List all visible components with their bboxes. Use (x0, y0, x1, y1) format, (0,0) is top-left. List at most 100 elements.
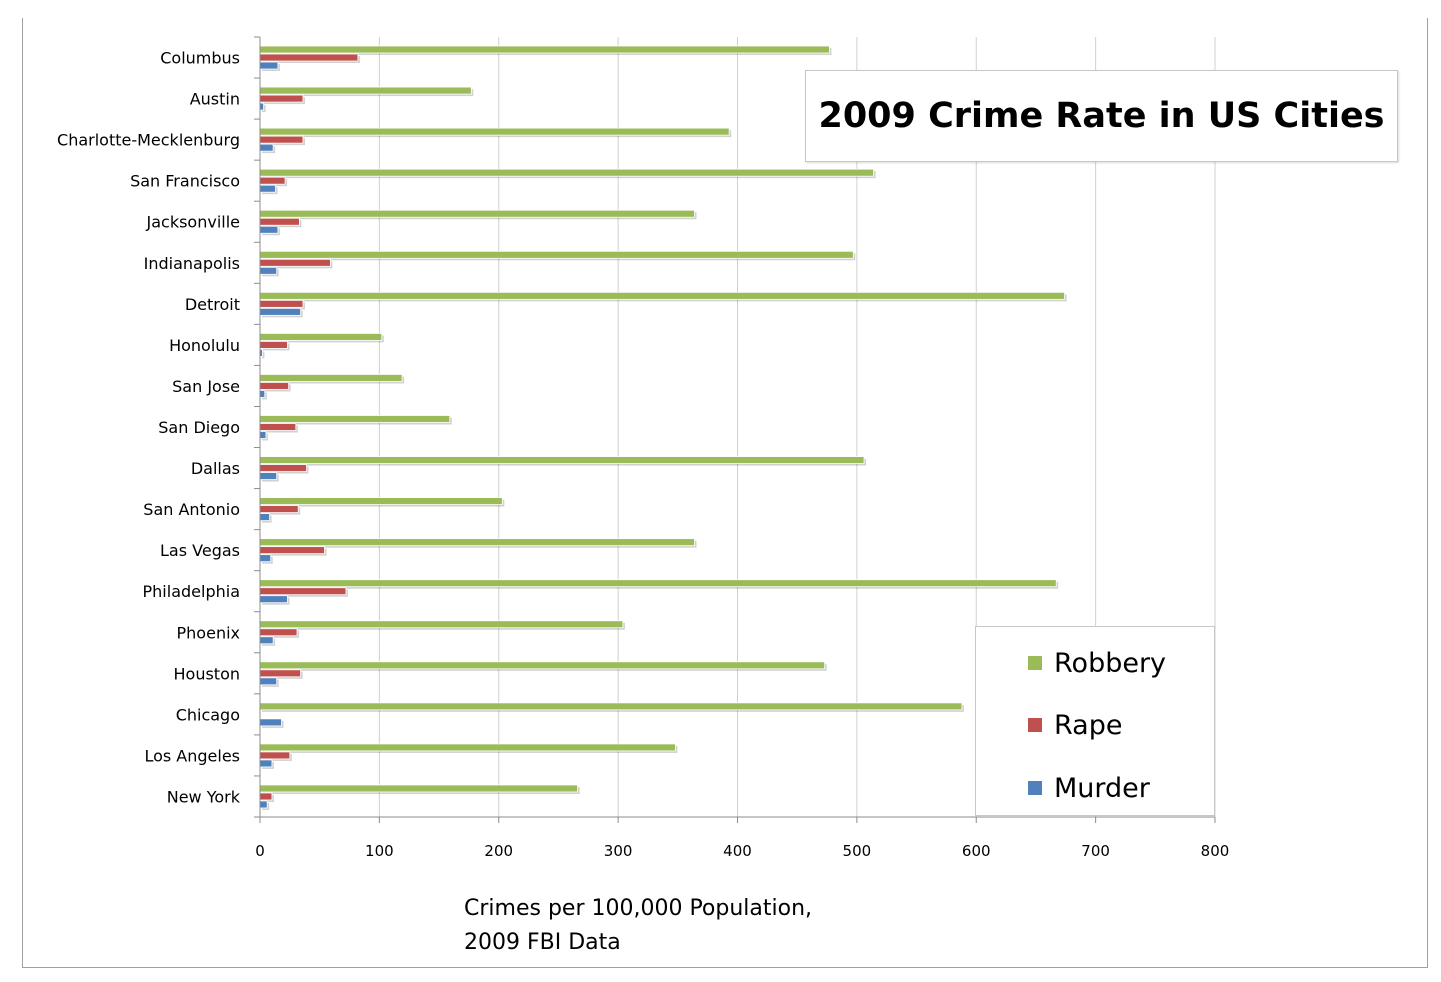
bar-rape-13 (259, 587, 347, 596)
bar-rape-3 (259, 176, 286, 185)
x-tick-label: 0 (255, 842, 265, 860)
legend-item-murder: Murder (1028, 772, 1150, 804)
y-tick-label: San Antonio (143, 500, 240, 519)
bar-robbery-1 (259, 86, 472, 95)
bar-murder-0 (259, 61, 279, 70)
bar-murder-8 (259, 390, 266, 398)
y-tick-label: Dallas (191, 459, 240, 478)
y-tick-label: Columbus (160, 49, 240, 68)
y-tick-label: Jacksonville (146, 213, 241, 232)
y-tick-label: San Jose (172, 377, 240, 396)
legend-item-robbery: Robbery (1028, 647, 1166, 679)
legend-item-rape: Rape (1028, 709, 1122, 741)
bar-robbery-17 (259, 743, 676, 752)
y-tick-label: San Francisco (130, 172, 240, 191)
chart-title-box: 2009 Crime Rate in US Cities (805, 70, 1398, 162)
x-tick-label: 700 (1081, 842, 1110, 860)
bar-robbery-4 (259, 209, 695, 218)
bar-rape-18 (259, 792, 273, 801)
bar-murder-1 (259, 102, 264, 111)
bar-robbery-8 (259, 374, 403, 382)
legend-swatch-murder (1028, 781, 1042, 795)
bar-robbery-12 (259, 538, 695, 547)
bar-robbery-14 (259, 620, 624, 629)
y-tick-label: Los Angeles (144, 746, 240, 765)
x-tick-label: 300 (604, 842, 633, 860)
y-tick-label: Indianapolis (144, 254, 240, 273)
x-axis-caption: Crimes per 100,000 Population, 2009 FBI … (464, 892, 812, 960)
y-tick-label: Philadelphia (143, 582, 240, 601)
legend-swatch-robbery (1028, 656, 1042, 670)
bar-rape-11 (259, 505, 299, 514)
bar-rape-10 (259, 464, 307, 472)
bar-rape-4 (259, 217, 300, 226)
bar-rape-7 (259, 340, 288, 349)
y-tick-label: Honolulu (169, 336, 240, 355)
bar-rape-0 (259, 53, 359, 62)
x-axis-label-line2: 2009 FBI Data (464, 930, 621, 955)
bar-murder-15 (259, 677, 278, 686)
bar-murder-11 (259, 513, 270, 522)
bar-murder-14 (259, 636, 274, 645)
x-tick-label: 800 (1201, 842, 1230, 860)
bar-robbery-16 (259, 702, 963, 711)
bar-robbery-10 (259, 456, 865, 464)
x-axis-label-line1: Crimes per 100,000 Population, (464, 896, 813, 921)
y-tick-label: Charlotte-Mecklenburg (57, 131, 240, 150)
bar-rape-9 (259, 423, 297, 431)
y-tick-label: Las Vegas (160, 541, 240, 560)
bar-murder-10 (259, 472, 278, 480)
bar-murder-2 (259, 143, 274, 152)
legend-swatch-rape (1028, 718, 1042, 732)
x-tick-label: 600 (962, 842, 991, 860)
bar-murder-17 (259, 759, 273, 768)
bar-robbery-5 (259, 250, 854, 259)
bar-murder-18 (259, 800, 268, 809)
bar-murder-13 (259, 595, 288, 604)
bar-murder-3 (259, 184, 276, 193)
bar-murder-16 (259, 718, 282, 727)
bar-rape-17 (259, 751, 291, 760)
x-tick-label: 400 (723, 842, 752, 860)
y-tick-label: San Diego (158, 418, 240, 437)
bar-robbery-7 (259, 332, 383, 341)
legend: Robbery Rape Murder (975, 626, 1215, 816)
bar-robbery-3 (259, 168, 874, 177)
y-tick-label: Phoenix (177, 623, 240, 642)
bar-robbery-11 (259, 497, 503, 506)
y-tick-label: Houston (174, 664, 241, 683)
bar-rape-6 (259, 299, 304, 308)
bar-robbery-18 (259, 784, 578, 793)
bar-robbery-2 (259, 127, 730, 136)
bar-robbery-15 (259, 661, 826, 670)
bar-robbery-13 (259, 579, 1057, 588)
bar-rape-2 (259, 135, 304, 144)
bar-rape-15 (259, 669, 301, 678)
bar-murder-6 (259, 307, 301, 316)
legend-label-rape: Rape (1054, 709, 1123, 741)
bar-murder-4 (259, 225, 279, 234)
y-tick-label: New York (167, 787, 241, 806)
bar-murder-12 (259, 554, 272, 563)
bar-shadow-murder-7 (262, 351, 265, 359)
bar-robbery-9 (259, 415, 451, 423)
y-tick-label: Austin (190, 90, 240, 109)
legend-label-murder: Murder (1054, 772, 1150, 804)
bar-rape-5 (259, 258, 331, 267)
x-tick-label: 500 (843, 842, 872, 860)
bar-robbery-0 (259, 45, 830, 54)
legend-label-robbery: Robbery (1054, 647, 1167, 679)
bar-rape-8 (259, 382, 290, 390)
bar-rape-12 (259, 546, 325, 555)
y-tick-label: Chicago (176, 705, 240, 724)
chart-frame (22, 18, 1428, 968)
y-tick-label: Detroit (185, 295, 240, 314)
chart-title: 2009 Crime Rate in US Cities (818, 96, 1385, 136)
x-tick-label: 100 (365, 842, 394, 860)
bar-robbery-6 (259, 291, 1065, 300)
bar-rape-14 (259, 628, 298, 637)
bar-murder-9 (259, 431, 267, 439)
bar-rape-1 (259, 94, 304, 103)
bar-murder-5 (259, 266, 278, 275)
